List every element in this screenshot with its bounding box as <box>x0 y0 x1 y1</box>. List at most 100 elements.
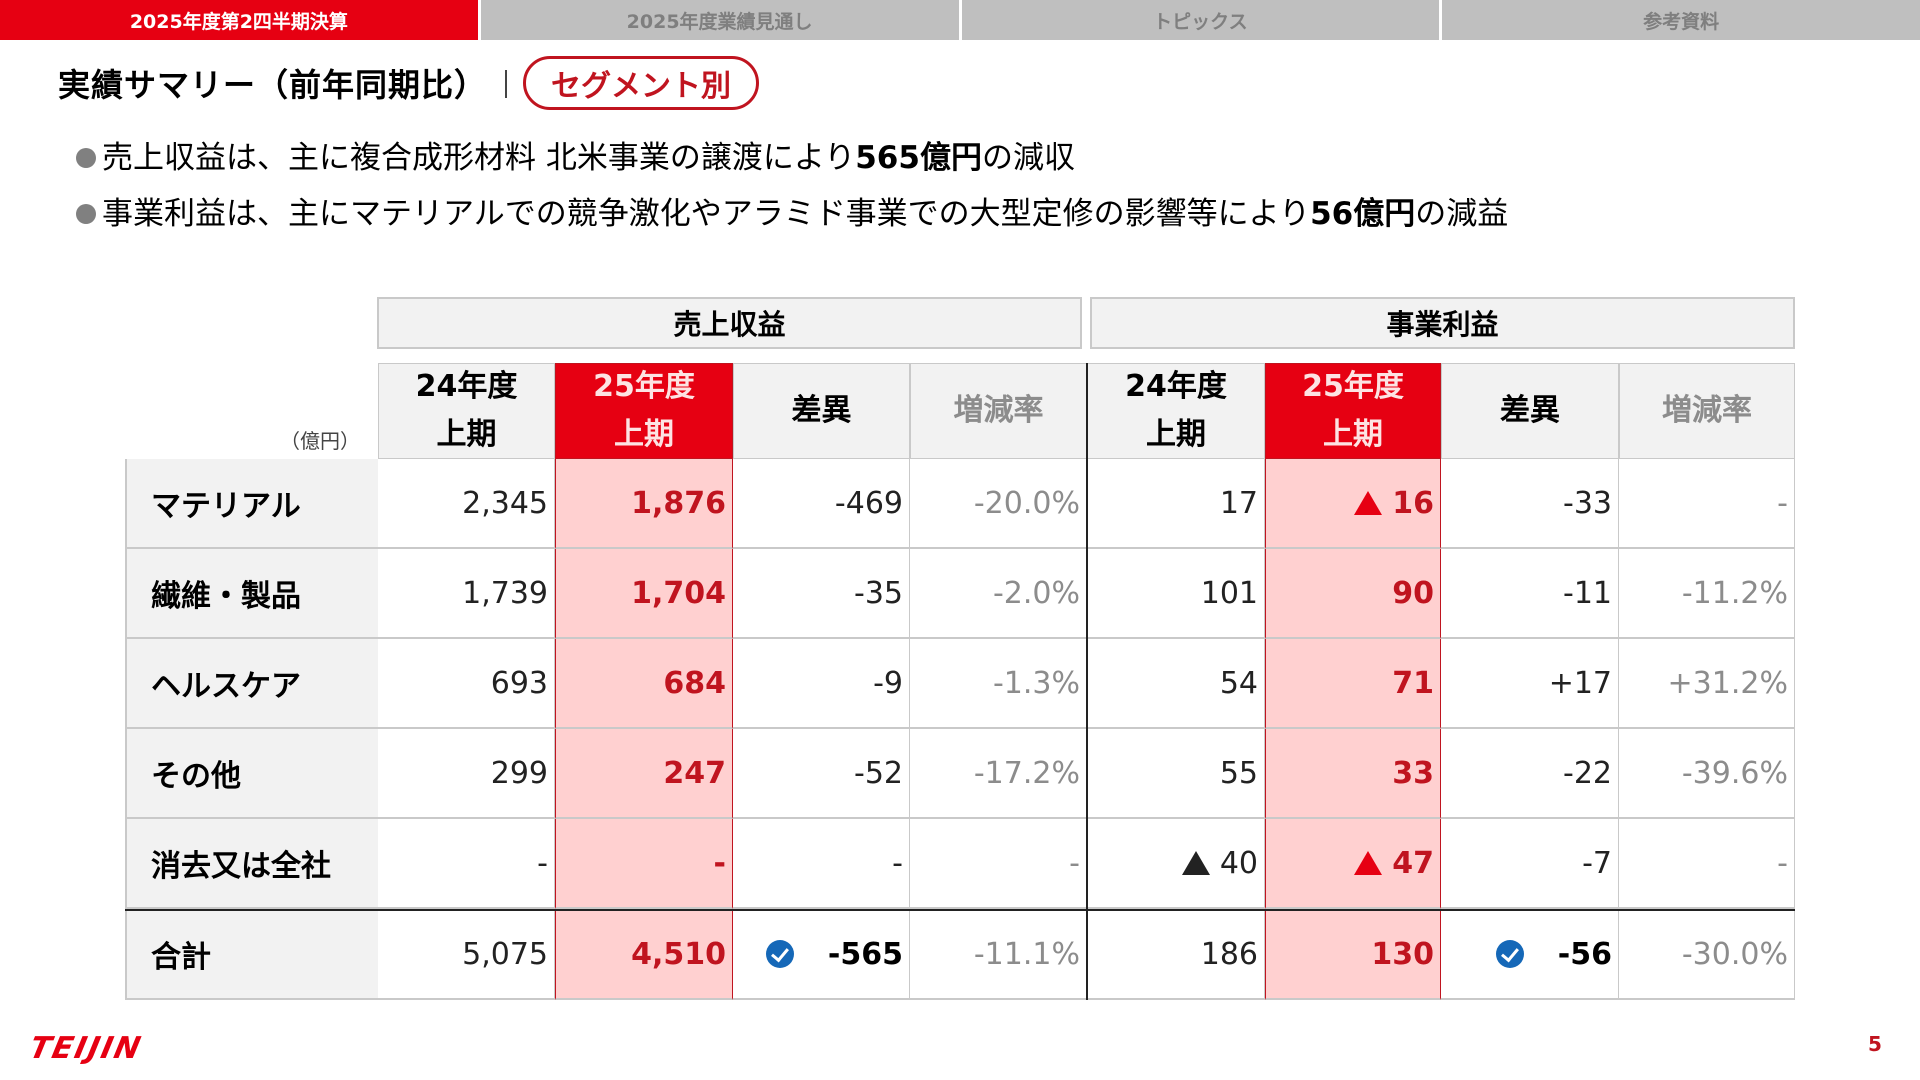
col-header-text: 24年度 <box>415 369 518 404</box>
row-label-total: 合計 <box>125 910 378 1000</box>
negative-triangle-icon <box>1181 851 1210 875</box>
cell-profit-diff: +17 <box>1441 639 1619 729</box>
cell-profit-rate: -39.6% <box>1619 729 1795 819</box>
cell-profit-fy25: 71 <box>1265 639 1441 729</box>
bullet-sales: 売上収益は、主に複合成形材料 北米事業の譲渡により 565億円 の減収 <box>76 130 1508 186</box>
group-header-profit: 事業利益 <box>1090 297 1795 349</box>
cell-sales-rate: -11.1% <box>910 910 1087 1000</box>
col-header-fy24-profit: 24年度上期 <box>1087 363 1265 459</box>
cell-sales-fy25: 247 <box>555 729 733 819</box>
cell-profit-fy24: 17 <box>1087 459 1265 549</box>
unit-label: （億円） <box>280 429 360 453</box>
cell-profit-fy25: 90 <box>1265 549 1441 639</box>
total-divider <box>125 909 1795 911</box>
col-header-diff-profit: 差異 <box>1441 363 1619 459</box>
cell-sales-fy25: 1,876 <box>555 459 733 549</box>
segment-badge: セグメント別 <box>523 56 759 110</box>
cell-profit-fy25: 130 <box>1265 910 1441 1000</box>
cell-sales-fy24: 1,739 <box>378 549 555 639</box>
bullet-text: の減益 <box>1415 196 1509 232</box>
cell-sales-fy25: 684 <box>555 639 733 729</box>
col-header-diff-sales: 差異 <box>733 363 910 459</box>
check-circle-icon <box>765 940 794 968</box>
check-circle-icon <box>1495 940 1524 968</box>
col-header-text: 25年度 <box>1302 369 1404 404</box>
cell-sales-fy25: 1,704 <box>555 549 733 639</box>
col-header-text: 25年度 <box>593 369 695 404</box>
segment-divider <box>1086 363 1088 1000</box>
cell-sales-diff: -9 <box>733 639 910 729</box>
col-header-fy24-sales: 24年度上期 <box>378 363 555 459</box>
cell-profit-diff: -11 <box>1441 549 1619 639</box>
cell-sales-rate: -17.2% <box>910 729 1087 819</box>
cell-sales-rate: - <box>910 819 1087 909</box>
cell-value: 40 <box>1219 845 1258 881</box>
cell-profit-rate: -30.0% <box>1619 910 1795 1000</box>
cell-sales-diff: - <box>733 819 910 909</box>
cell-profit-fy24: 54 <box>1087 639 1265 729</box>
cell-sales-fy24: 2,345 <box>378 459 555 549</box>
cell-sales-fy24: 299 <box>378 729 555 819</box>
cell-sales-diff: -52 <box>733 729 910 819</box>
row-label-material: マテリアル <box>125 459 378 549</box>
col-header-fy25-profit: 25年度上期 <box>1265 363 1441 459</box>
col-header-text: 上期 <box>614 417 674 452</box>
cell-sales-rate: -2.0% <box>910 549 1087 639</box>
bullet-dot-icon <box>76 204 96 224</box>
bullet-text: 売上収益は、主に複合成形材料 北米事業の譲渡により <box>102 140 856 176</box>
cell-profit-fy24: 101 <box>1087 549 1265 639</box>
cell-profit-fy24: 40 <box>1087 819 1265 909</box>
cell-sales-fy24: 693 <box>378 639 555 729</box>
cell-value: 16 <box>1392 485 1434 521</box>
bullet-text: の減収 <box>981 140 1075 176</box>
cell-sales-fy25: - <box>555 819 733 909</box>
cell-profit-fy24: 186 <box>1087 910 1265 1000</box>
col-header-rate-profit: 増減率 <box>1619 363 1795 459</box>
cell-sales-fy24: 5,075 <box>378 910 555 1000</box>
bullet-highlight: 56億円 <box>1310 196 1416 232</box>
row-label-fibers: 繊維・製品 <box>125 549 378 639</box>
negative-triangle-icon <box>1354 851 1383 875</box>
cell-value: -56 <box>1557 936 1612 972</box>
tab-forecast[interactable]: 2025年度業績見通し <box>480 0 959 40</box>
group-header-sales: 売上収益 <box>377 297 1082 349</box>
row-label-eliminations: 消去又は全社 <box>125 819 378 909</box>
bullet-dot-icon <box>76 148 96 168</box>
bullet-text: 事業利益は、主にマテリアルでの競争激化やアラミド事業での大型定修の影響等により <box>102 196 1311 232</box>
section-tabs: 2025年度第2四半期決算 2025年度業績見通し トピックス 参考資料 <box>0 0 1920 40</box>
title-divider <box>505 70 507 98</box>
tab-references[interactable]: 参考資料 <box>1442 0 1920 40</box>
cell-profit-diff: -33 <box>1441 459 1619 549</box>
cell-sales-rate: -1.3% <box>910 639 1087 729</box>
teijin-logo: TEIJIN <box>26 1031 146 1066</box>
row-label-others: その他 <box>125 729 378 819</box>
summary-bullets: 売上収益は、主に複合成形材料 北米事業の譲渡により 565億円 の減収 事業利益は、… <box>76 130 1508 242</box>
col-header-text: 24年度 <box>1125 369 1227 404</box>
cell-value: 47 <box>1392 845 1434 881</box>
cell-sales-diff: -565 <box>733 910 910 1000</box>
cell-value: -565 <box>827 936 903 972</box>
bullet-highlight: 565億円 <box>855 140 982 176</box>
cell-profit-rate: -11.2% <box>1619 549 1795 639</box>
bullet-profit: 事業利益は、主にマテリアルでの競争激化やアラミド事業での大型定修の影響等により 5… <box>76 186 1508 242</box>
cell-profit-diff: -22 <box>1441 729 1619 819</box>
tab-topics[interactable]: トピックス <box>961 0 1440 40</box>
cell-profit-fy24: 55 <box>1087 729 1265 819</box>
cell-profit-rate: - <box>1619 459 1795 549</box>
cell-profit-fy25: 16 <box>1265 459 1441 549</box>
col-header-rate-sales: 増減率 <box>910 363 1087 459</box>
page-title: 実績サマリー（前年同期比） <box>58 66 488 104</box>
col-header-text: 上期 <box>1146 417 1206 452</box>
row-label-healthcare: ヘルスケア <box>125 639 378 729</box>
tab-q2-results[interactable]: 2025年度第2四半期決算 <box>0 0 478 40</box>
cell-profit-rate: +31.2% <box>1619 639 1795 729</box>
cell-profit-rate: - <box>1619 819 1795 909</box>
col-header-fy25-sales: 25年度上期 <box>555 363 733 459</box>
col-header-text: 上期 <box>1323 417 1383 452</box>
col-header-text: 上期 <box>436 417 497 452</box>
cell-sales-fy25: 4,510 <box>555 910 733 1000</box>
cell-sales-diff: -35 <box>733 549 910 639</box>
cell-profit-diff: -7 <box>1441 819 1619 909</box>
cell-profit-diff: -56 <box>1441 910 1619 1000</box>
cell-sales-diff: -469 <box>733 459 910 549</box>
